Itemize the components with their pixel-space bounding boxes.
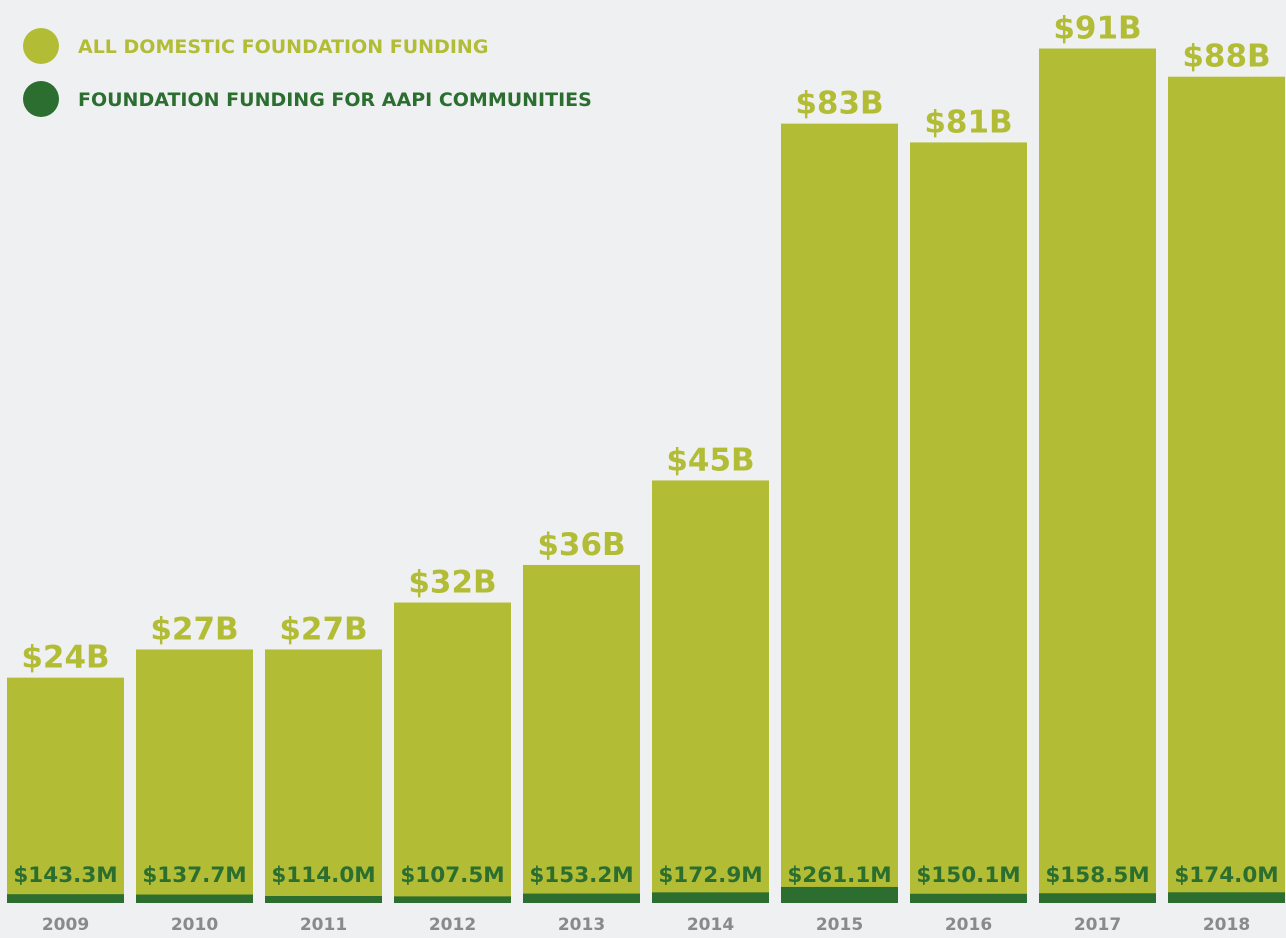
bar-all-funding-2016 bbox=[910, 142, 1027, 903]
legend-swatch-all-funding bbox=[23, 28, 59, 64]
data-label-all-funding-2013: $36B bbox=[537, 527, 625, 563]
bar-all-funding-2014 bbox=[652, 480, 769, 903]
data-label-aapi-funding-2017: $158.5M bbox=[1045, 863, 1149, 888]
bar-all-funding-2012 bbox=[394, 602, 511, 903]
bar-all-funding-2009 bbox=[7, 677, 124, 903]
x-tick-label-2009: 2009 bbox=[42, 915, 89, 934]
bar-aapi-funding-2015 bbox=[781, 886, 898, 903]
x-tick-label-2015: 2015 bbox=[816, 915, 863, 934]
data-label-all-funding-2018: $88B bbox=[1182, 39, 1270, 75]
data-label-all-funding-2010: $27B bbox=[150, 611, 238, 647]
x-tick-label-2018: 2018 bbox=[1203, 915, 1250, 934]
data-label-all-funding-2014: $45B bbox=[666, 442, 754, 478]
data-label-aapi-funding-2014: $172.9M bbox=[658, 863, 762, 888]
bar-aapi-funding-2017 bbox=[1039, 893, 1156, 903]
data-label-all-funding-2009: $24B bbox=[21, 640, 109, 676]
bar-aapi-funding-2014 bbox=[652, 892, 769, 903]
data-label-all-funding-2017: $91B bbox=[1053, 11, 1141, 47]
x-tick-label-2012: 2012 bbox=[429, 915, 476, 934]
x-tick-label-2014: 2014 bbox=[687, 915, 734, 934]
x-tick-label-2017: 2017 bbox=[1074, 915, 1121, 934]
legend-label-aapi-funding: FOUNDATION FUNDING FOR AAPI COMMUNITIES bbox=[78, 89, 592, 111]
bar-aapi-funding-2016 bbox=[910, 893, 1027, 903]
bar-aapi-funding-2018 bbox=[1168, 892, 1285, 903]
x-tick-label-2013: 2013 bbox=[558, 915, 605, 934]
bars-layer: $24B $143.3M 2009 $27B $137.7M 2010 $27B $114.0… bbox=[7, 11, 1285, 935]
bar-all-funding-2011 bbox=[265, 649, 382, 903]
data-label-aapi-funding-2011: $114.0M bbox=[271, 863, 375, 888]
bar-aapi-funding-2009 bbox=[7, 894, 124, 903]
legend-swatch-aapi-funding bbox=[23, 81, 59, 117]
bar-all-funding-2018 bbox=[1168, 76, 1285, 904]
bar-all-funding-2010 bbox=[136, 649, 253, 903]
legend-label-all-funding: ALL DOMESTIC FOUNDATION FUNDING bbox=[78, 36, 488, 58]
bar-aapi-funding-2013 bbox=[523, 893, 640, 903]
bar-all-funding-2013 bbox=[523, 564, 640, 903]
data-label-all-funding-2015: $83B bbox=[795, 86, 883, 122]
data-label-aapi-funding-2013: $153.2M bbox=[529, 863, 633, 888]
bar-all-funding-2017 bbox=[1039, 48, 1156, 903]
data-label-aapi-funding-2015: $261.1M bbox=[787, 863, 891, 888]
data-label-aapi-funding-2018: $174.0M bbox=[1174, 863, 1278, 888]
bar-aapi-funding-2010 bbox=[136, 894, 253, 903]
x-tick-label-2011: 2011 bbox=[300, 915, 347, 934]
data-label-aapi-funding-2016: $150.1M bbox=[916, 863, 1020, 888]
bar-all-funding-2015 bbox=[781, 123, 898, 903]
legend: ALL DOMESTIC FOUNDATION FUNDING FOUNDATI… bbox=[23, 28, 592, 117]
x-tick-label-2016: 2016 bbox=[945, 915, 992, 934]
data-label-all-funding-2016: $81B bbox=[924, 104, 1012, 140]
data-label-aapi-funding-2009: $143.3M bbox=[13, 863, 117, 888]
data-label-all-funding-2012: $32B bbox=[408, 565, 496, 601]
data-label-aapi-funding-2012: $107.5M bbox=[400, 863, 504, 888]
bar-aapi-funding-2011 bbox=[265, 895, 382, 903]
data-label-all-funding-2011: $27B bbox=[279, 611, 367, 647]
data-label-aapi-funding-2010: $137.7M bbox=[142, 863, 246, 888]
bar-aapi-funding-2012 bbox=[394, 896, 511, 903]
x-tick-label-2010: 2010 bbox=[171, 915, 218, 934]
